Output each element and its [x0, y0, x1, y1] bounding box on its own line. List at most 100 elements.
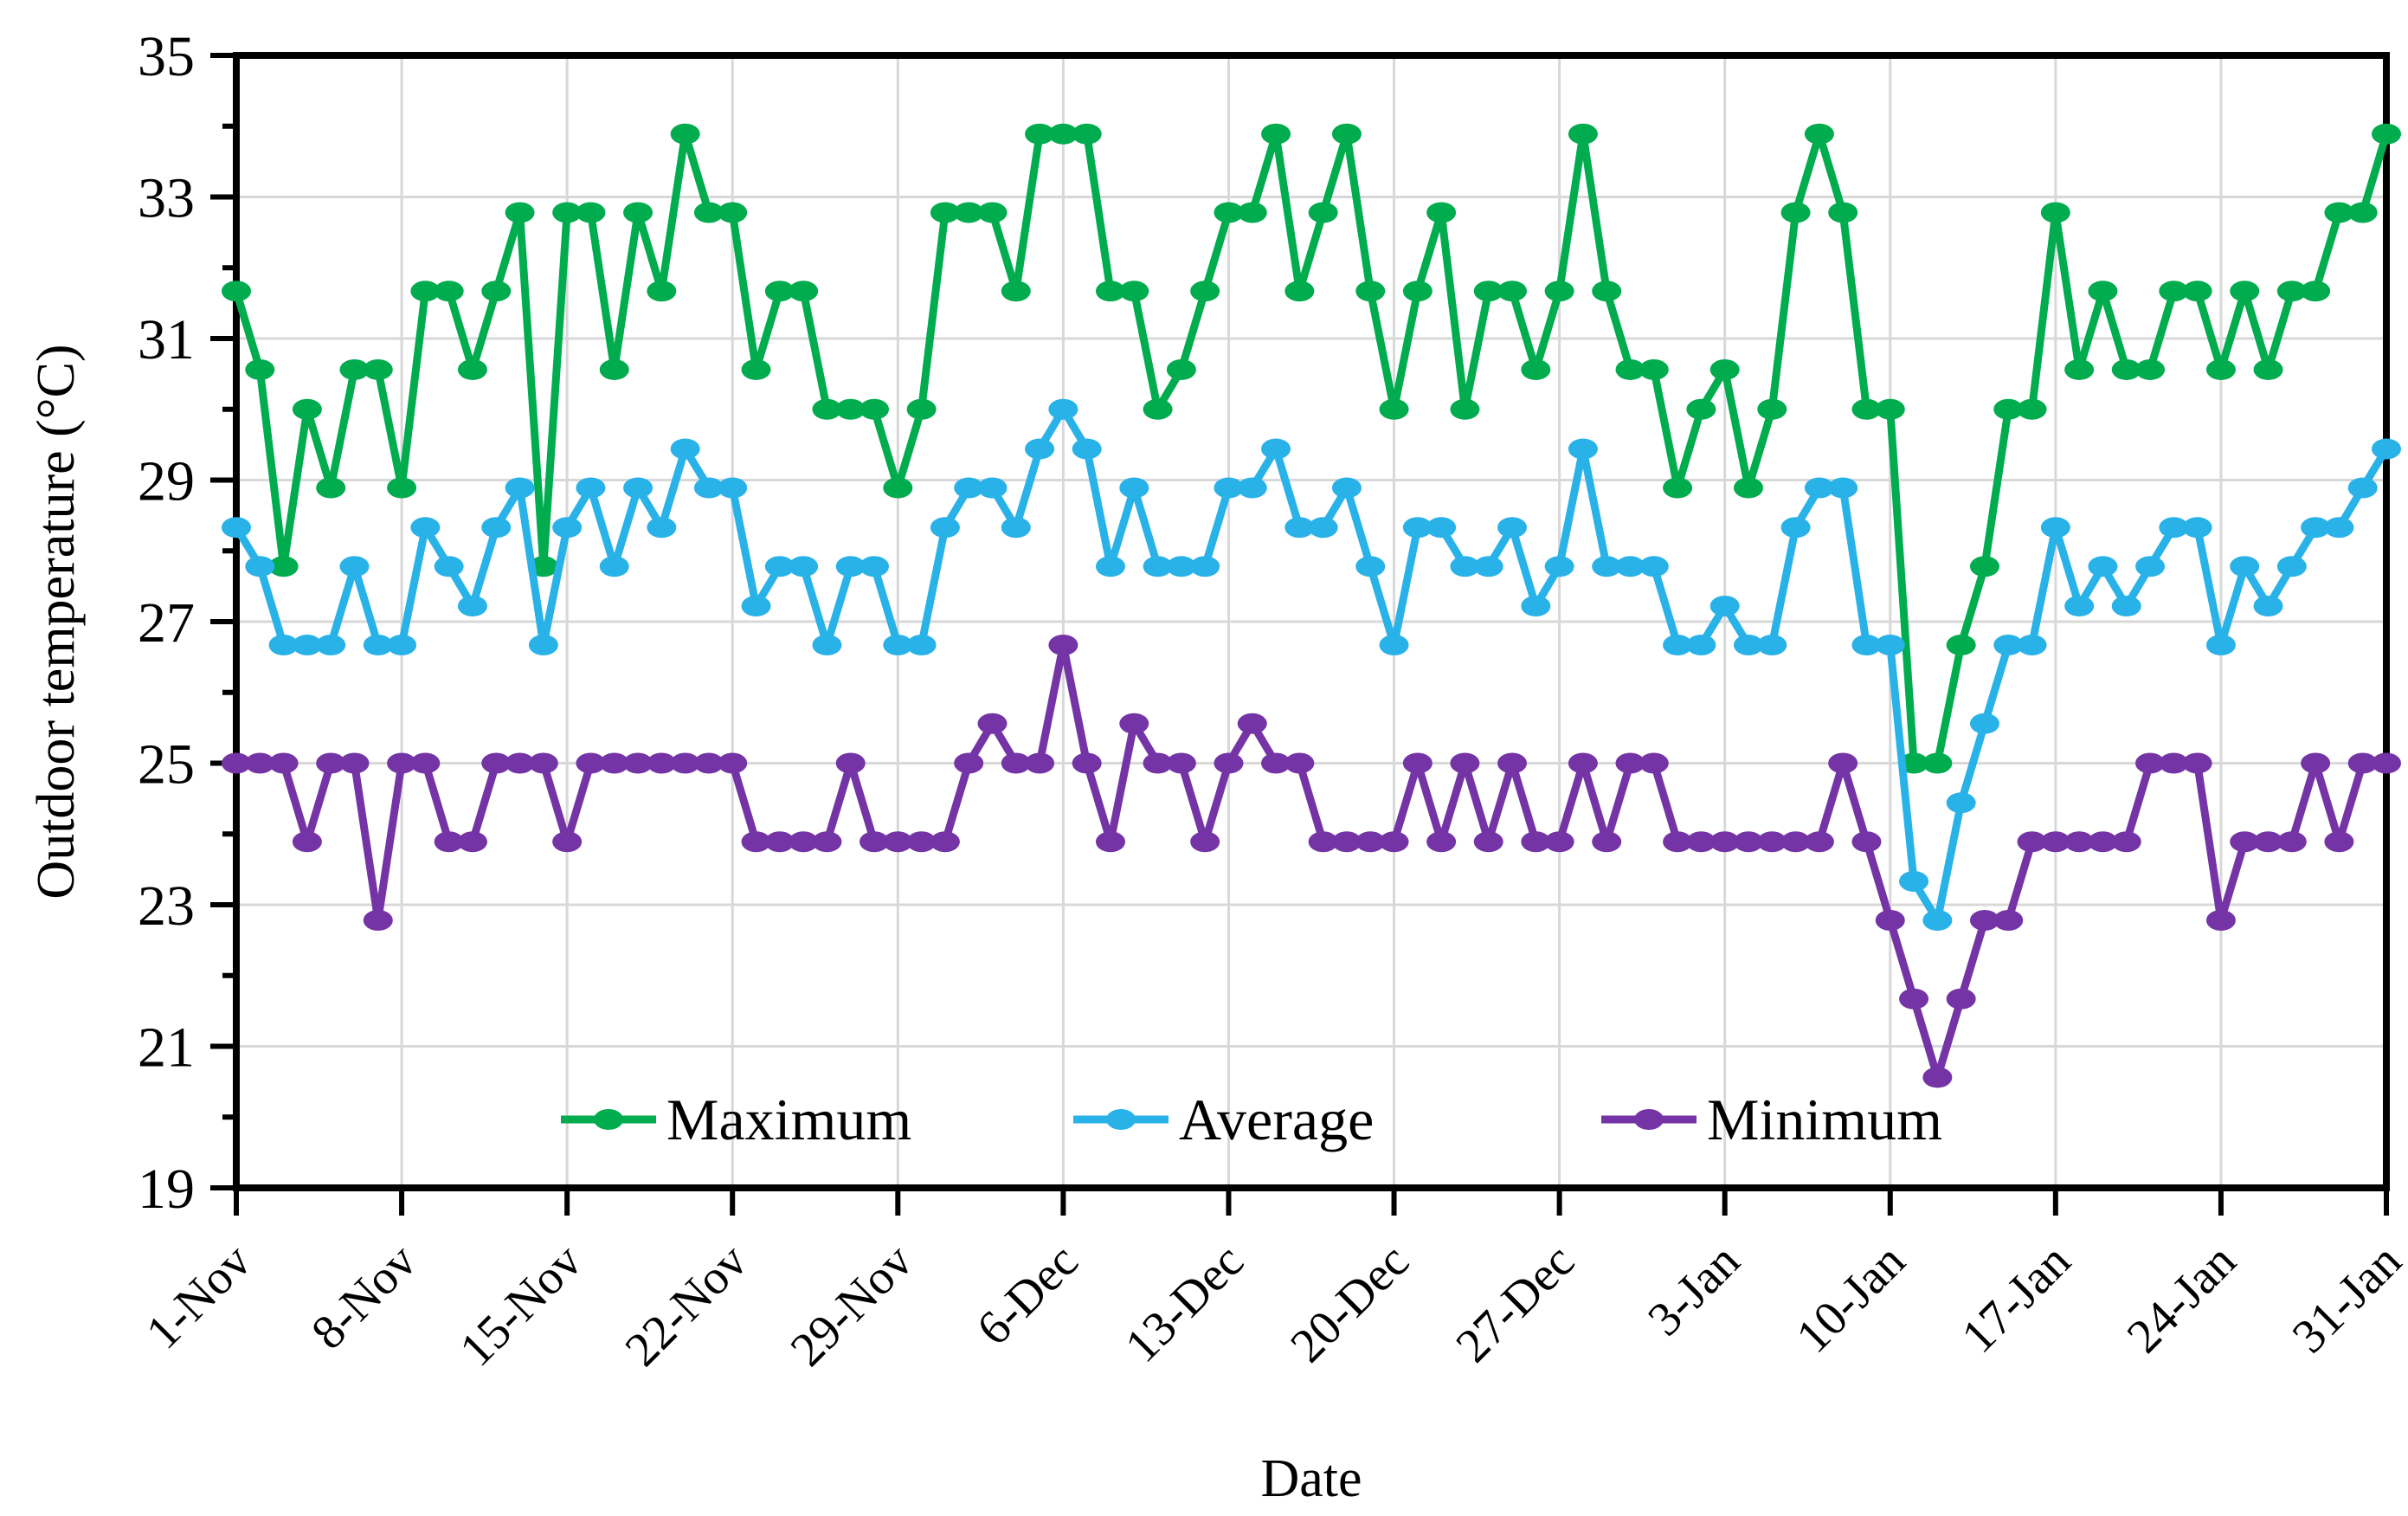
- data-point: [1166, 358, 1196, 380]
- data-point: [1639, 556, 1669, 577]
- data-point: [2205, 909, 2236, 931]
- data-point: [2347, 202, 2378, 223]
- data-point: [1072, 752, 1102, 774]
- data-point: [1284, 752, 1315, 774]
- data-point: [1663, 477, 1693, 499]
- data-point: [2301, 281, 2331, 302]
- data-point: [2276, 831, 2307, 853]
- data-point: [1969, 556, 1999, 577]
- data-point: [2230, 281, 2260, 302]
- data-point: [1001, 517, 1031, 539]
- data-point: [505, 477, 535, 499]
- data-point: [1875, 398, 1905, 420]
- data-point: [930, 517, 960, 539]
- data-point: [718, 477, 748, 499]
- data-point: [316, 477, 346, 499]
- data-point: [457, 831, 487, 853]
- data-point: [977, 713, 1008, 734]
- data-point: [457, 358, 487, 380]
- data-point: [1497, 752, 1528, 774]
- data-point: [1686, 634, 1716, 655]
- data-point: [2372, 438, 2401, 460]
- data-point: [1993, 909, 2024, 931]
- data-point: [906, 831, 937, 853]
- data-point: [2111, 596, 2141, 617]
- data-point: [552, 517, 583, 539]
- data-point: [1402, 752, 1433, 774]
- x-tick-label: 24-Jan: [2117, 1234, 2246, 1363]
- data-point: [1592, 281, 1622, 302]
- data-point: [2159, 752, 2189, 774]
- data-point: [2347, 477, 2378, 499]
- data-point: [1733, 831, 1763, 853]
- data-point: [1663, 831, 1693, 853]
- data-point: [693, 752, 724, 774]
- data-point: [1568, 752, 1598, 774]
- data-point: [1025, 752, 1055, 774]
- legend-marker: [1106, 1109, 1136, 1130]
- data-point: [860, 556, 890, 577]
- data-point: [1025, 123, 1055, 145]
- x-tick-label: 6-Dec: [967, 1234, 1089, 1356]
- data-point: [1261, 123, 1291, 145]
- data-point: [954, 477, 984, 499]
- data-point: [1757, 398, 1787, 420]
- data-point: [1544, 831, 1574, 853]
- x-tick-label: 15-Nov: [450, 1234, 593, 1377]
- data-point: [647, 281, 677, 302]
- data-point: [1851, 634, 1882, 655]
- data-point: [245, 752, 275, 774]
- data-point: [2372, 752, 2401, 774]
- data-point: [1284, 281, 1315, 302]
- data-point: [1237, 202, 1267, 223]
- data-point: [599, 556, 629, 577]
- data-point: [2230, 831, 2260, 853]
- data-point: [1214, 752, 1244, 774]
- series-line: [232, 130, 2391, 767]
- data-point: [1733, 634, 1763, 655]
- data-point: [1686, 831, 1716, 853]
- data-point: [2111, 358, 2141, 380]
- data-point: [1190, 831, 1220, 853]
- data-point: [1615, 752, 1645, 774]
- data-point: [1709, 831, 1740, 853]
- data-point: [1143, 752, 1173, 774]
- data-point: [1568, 438, 1598, 460]
- data-point: [1686, 398, 1716, 420]
- data-point: [2182, 752, 2212, 774]
- data-point: [1899, 752, 1929, 774]
- data-point: [1568, 123, 1598, 145]
- data-point: [1851, 831, 1882, 853]
- data-point: [2205, 358, 2236, 380]
- data-point: [2253, 831, 2283, 853]
- data-point: [812, 831, 842, 853]
- data-point: [2135, 358, 2166, 380]
- data-point: [623, 202, 654, 223]
- data-point: [1521, 596, 1551, 617]
- legend-label: Minimum: [1707, 1087, 1942, 1152]
- data-point: [764, 831, 795, 853]
- data-point: [1237, 713, 1267, 734]
- data-point: [457, 596, 487, 617]
- data-point: [1615, 556, 1645, 577]
- data-point: [1308, 831, 1338, 853]
- data-point: [1709, 358, 1740, 380]
- data-point: [552, 831, 583, 853]
- y-tick-label: 23: [138, 874, 195, 938]
- data-point: [339, 358, 370, 380]
- x-tick-label: 22-Nov: [615, 1234, 758, 1377]
- data-point: [883, 634, 913, 655]
- data-point: [2301, 752, 2331, 774]
- data-point: [2088, 556, 2118, 577]
- data-point: [647, 517, 677, 539]
- data-point: [387, 477, 417, 499]
- y-tick-label: 19: [138, 1158, 195, 1221]
- data-point: [835, 752, 866, 774]
- data-point: [2182, 517, 2212, 539]
- data-point: [1048, 634, 1078, 655]
- data-point: [1402, 517, 1433, 539]
- data-point: [718, 202, 748, 223]
- data-point: [1922, 1067, 1953, 1088]
- x-tick-label: 27-Dec: [1445, 1234, 1584, 1372]
- data-point: [883, 477, 913, 499]
